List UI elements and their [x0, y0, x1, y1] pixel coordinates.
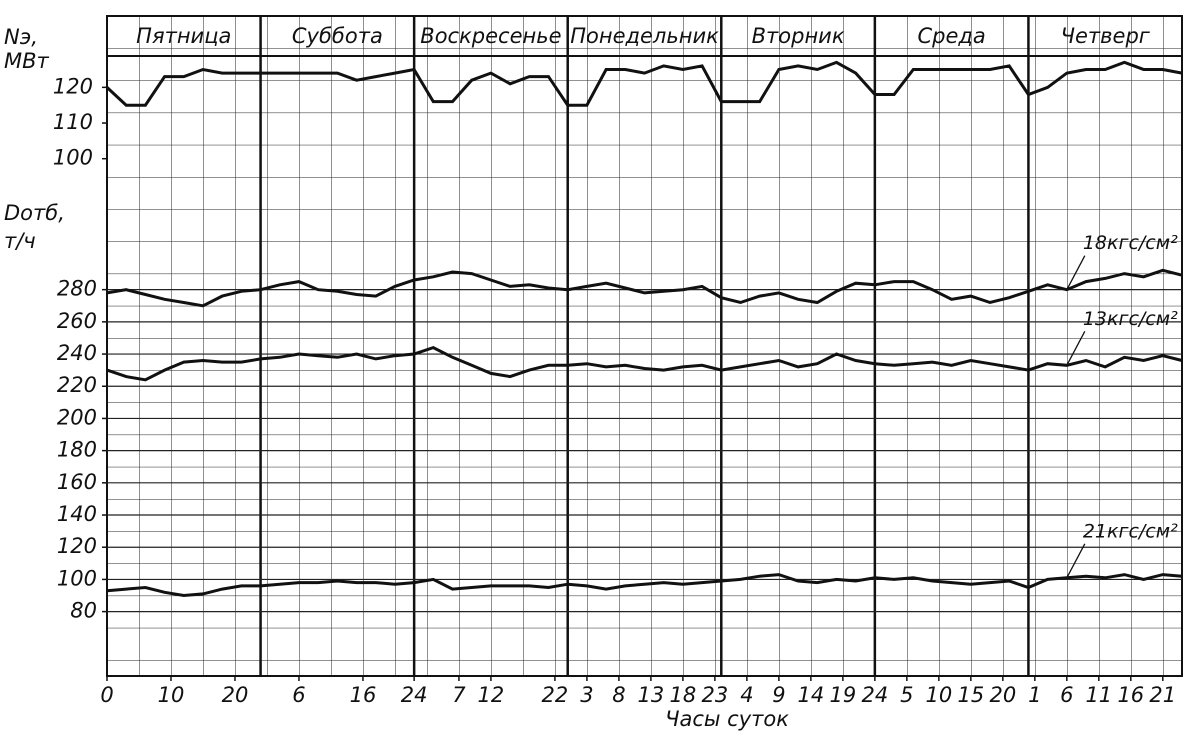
y-tick-label: 120	[57, 534, 97, 558]
x-tick-label: 20	[989, 683, 1016, 707]
y-tick-label: 240	[57, 341, 97, 365]
day-label: Пятница	[136, 24, 231, 48]
x-tick-label: 19	[829, 683, 856, 707]
series-line	[106, 345, 1183, 382]
x-tick-label: 4	[740, 683, 753, 707]
x-tick-label: 21	[1149, 683, 1176, 707]
series-line	[105, 60, 1183, 107]
annotation-leader	[1066, 255, 1086, 290]
x-tick-label: 18	[670, 683, 697, 707]
x-tick-label: 24	[401, 683, 428, 707]
series-label: 21кгс/см²	[1083, 520, 1178, 542]
x-tick-label: 6	[292, 683, 305, 707]
y-axis-label: т/ч	[4, 229, 36, 253]
y-tick-label: 100	[57, 566, 97, 590]
x-tick-label: 16	[350, 683, 377, 707]
x-tick-label: 12	[478, 683, 505, 707]
y-tick-label: 160	[57, 470, 97, 494]
day-label: Среда	[917, 24, 985, 48]
y2-tick-label: 100	[53, 146, 93, 170]
y-tick-label: 200	[57, 405, 97, 429]
x-tick-label: 3	[580, 683, 593, 707]
x-tick-label: 10	[925, 683, 952, 707]
y2-tick-label: 120	[53, 74, 93, 98]
y-axis-label: Dотб,	[4, 201, 65, 225]
x-tick-label: 23	[702, 683, 729, 707]
x-tick-label: 13	[638, 683, 665, 707]
day-label: Четверг	[1061, 24, 1151, 48]
series-label: 18кгс/см²	[1083, 232, 1178, 254]
y2-tick-label: 110	[53, 110, 93, 134]
x-tick-label: 8	[612, 683, 625, 707]
x-tick-label: 1	[1028, 683, 1041, 707]
x-axis-label: Часы суток	[665, 707, 789, 731]
x-tick-label: 0	[100, 683, 113, 707]
x-tick-label: 24	[861, 683, 888, 707]
x-tick-label: 11	[1085, 683, 1112, 707]
x-tick-label: 5	[900, 683, 913, 707]
x-tick-label: 22	[542, 683, 569, 707]
series-line	[106, 268, 1183, 308]
plot-grid	[106, 15, 1183, 677]
day-label: Вторник	[752, 24, 845, 48]
annotation-leader	[1066, 543, 1086, 579]
day-label: Воскресенье	[420, 24, 561, 48]
x-tick-label: 7	[452, 683, 466, 707]
day-label: Понедельник	[570, 24, 719, 48]
y-tick-label: 280	[57, 277, 97, 301]
series-line	[106, 573, 1183, 598]
y-tick-label: 140	[57, 502, 97, 526]
y-tick-label: 220	[57, 373, 97, 397]
x-tick-label: 20	[222, 683, 249, 707]
y-tick-label: 180	[57, 438, 97, 462]
x-tick-label: 15	[957, 683, 984, 707]
y-tick-label: 80	[70, 599, 97, 623]
x-tick-label: 6	[1060, 683, 1073, 707]
x-tick-label: 9	[772, 683, 785, 707]
x-tick-label: 14	[798, 683, 825, 707]
x-tick-label: 16	[1117, 683, 1144, 707]
y2-axis-label: Nэ,	[4, 25, 38, 49]
y-tick-label: 260	[57, 309, 97, 333]
annotation-leader	[1066, 331, 1086, 366]
x-tick-label: 10	[158, 683, 185, 707]
y2-axis-label: МВт	[4, 49, 50, 73]
series-label: 13кгс/см²	[1083, 308, 1178, 330]
day-label: Суббота	[292, 24, 383, 48]
